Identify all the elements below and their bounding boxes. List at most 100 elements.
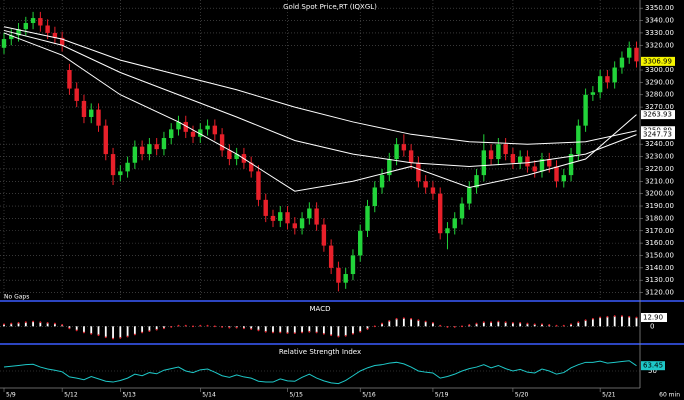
candle-body bbox=[16, 29, 21, 36]
y-tick-label: 3210.00 bbox=[645, 177, 674, 185]
candle-body bbox=[67, 70, 72, 89]
candle-body bbox=[510, 154, 516, 163]
candle-body bbox=[394, 144, 399, 160]
macd-bar bbox=[3, 324, 5, 327]
y-tick-label: 3130.00 bbox=[645, 276, 674, 284]
candle-body bbox=[554, 166, 559, 182]
y-tick-label: 3240.00 bbox=[645, 140, 674, 148]
value-label: 3247.73 bbox=[643, 131, 672, 139]
candle-body bbox=[481, 150, 487, 176]
macd-dot bbox=[504, 321, 507, 324]
macd-dot bbox=[155, 328, 158, 331]
candle-body bbox=[328, 245, 334, 268]
candle-body bbox=[379, 175, 385, 188]
candle-body bbox=[292, 223, 297, 229]
x-tick-label: 5/15 bbox=[290, 392, 304, 399]
macd-bar bbox=[315, 326, 318, 333]
macd-dot bbox=[279, 331, 282, 334]
y-tick-label: 3170.00 bbox=[645, 227, 674, 235]
candle-body bbox=[387, 159, 392, 176]
y-tick-label: 3230.00 bbox=[645, 153, 674, 161]
candle-body bbox=[23, 23, 29, 30]
macd-dot bbox=[213, 325, 216, 328]
candle-body bbox=[147, 144, 152, 155]
macd-bar bbox=[141, 326, 144, 333]
y-tick-label: 3120.00 bbox=[645, 289, 674, 297]
candle-body bbox=[227, 150, 232, 160]
macd-bar bbox=[243, 326, 245, 329]
macd-dot bbox=[584, 319, 587, 322]
macd-bar bbox=[32, 321, 34, 327]
macd-bar bbox=[417, 320, 420, 327]
macd-bar bbox=[257, 326, 260, 331]
macd-bar bbox=[599, 317, 602, 327]
candle-body bbox=[532, 166, 537, 172]
candle-body bbox=[139, 146, 145, 155]
macd-dot bbox=[199, 324, 202, 327]
last-price-label: 3306.99 bbox=[643, 57, 672, 65]
macd-bar bbox=[68, 326, 71, 329]
macd-dot bbox=[83, 331, 85, 334]
y-tick-label: 0 bbox=[650, 322, 654, 330]
y-tick-label: 3150.00 bbox=[645, 251, 674, 259]
macd-bar bbox=[432, 322, 434, 327]
macd-bar bbox=[119, 326, 122, 338]
x-tick-label: 5/9 bbox=[6, 392, 16, 399]
candle-body bbox=[154, 144, 159, 150]
macd-dot bbox=[315, 331, 318, 334]
macd-dot bbox=[366, 328, 369, 330]
macd-dot bbox=[591, 317, 594, 320]
y-tick-label: 3350.00 bbox=[645, 4, 674, 12]
macd-bar bbox=[344, 326, 347, 336]
candle-body bbox=[401, 144, 407, 151]
macd-bar bbox=[286, 326, 289, 334]
candle-body bbox=[336, 267, 341, 283]
candle-body bbox=[496, 144, 501, 160]
candle-body bbox=[96, 109, 101, 126]
candle-body bbox=[234, 154, 239, 160]
x-tick-label: 5/16 bbox=[362, 392, 376, 399]
rsi-line bbox=[3, 360, 637, 385]
candle-body bbox=[219, 134, 225, 151]
macd-dot bbox=[308, 330, 311, 333]
macd-bar bbox=[512, 322, 514, 327]
macd-dot bbox=[439, 324, 442, 327]
macd-dot bbox=[97, 334, 100, 337]
candle-body bbox=[597, 76, 603, 93]
macd-bar bbox=[482, 322, 485, 327]
macd-bar bbox=[541, 324, 543, 327]
candle-body bbox=[634, 47, 639, 62]
macd-dot bbox=[68, 327, 71, 330]
macd-bar bbox=[112, 326, 114, 339]
candle-body bbox=[350, 255, 356, 275]
rsi-title: Relative Strength Index bbox=[279, 348, 361, 356]
macd-dot bbox=[468, 324, 471, 326]
value-label-box bbox=[641, 312, 667, 322]
macd-dot bbox=[126, 335, 129, 338]
candle-body bbox=[45, 25, 50, 33]
macd-dot bbox=[570, 323, 572, 326]
y-tick-label: 3290.00 bbox=[645, 78, 674, 86]
macd-dot bbox=[533, 323, 536, 326]
value-label: 3263.93 bbox=[643, 111, 672, 119]
macd-dot bbox=[417, 319, 420, 322]
macd-dot bbox=[90, 332, 93, 335]
candle-body bbox=[539, 159, 545, 172]
macd-dot bbox=[141, 331, 144, 334]
y-tick-label: 3300.00 bbox=[645, 66, 674, 74]
candle-body bbox=[358, 230, 363, 256]
candle-body bbox=[205, 125, 210, 130]
macd-dot bbox=[177, 324, 180, 327]
macd-dot bbox=[10, 322, 13, 325]
candle-body bbox=[248, 162, 254, 172]
candle-body bbox=[488, 150, 494, 160]
macd-dot bbox=[628, 315, 631, 318]
macd-bar bbox=[504, 322, 507, 327]
candle-body bbox=[270, 215, 276, 221]
macd-bar bbox=[322, 326, 325, 334]
candle-body bbox=[9, 35, 14, 40]
candle-body bbox=[583, 94, 588, 126]
macd-dot bbox=[497, 320, 500, 323]
